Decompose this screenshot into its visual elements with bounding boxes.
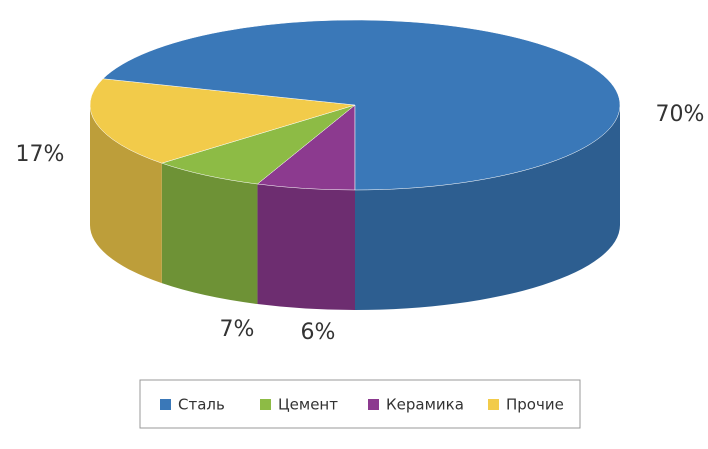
legend-label: Сталь bbox=[178, 396, 225, 414]
slice-side bbox=[355, 105, 620, 310]
slice-side bbox=[257, 184, 355, 310]
slice-top bbox=[89, 78, 356, 164]
legend-swatch bbox=[260, 399, 271, 410]
legend-label: Прочие bbox=[506, 396, 564, 414]
legend-swatch bbox=[160, 399, 171, 410]
legend-label: Цемент bbox=[278, 396, 338, 414]
data-label: 7% bbox=[220, 317, 255, 342]
data-label: 6% bbox=[301, 320, 336, 345]
legend-label: Керамика bbox=[386, 396, 464, 414]
legend-swatch bbox=[488, 399, 499, 410]
legend-swatch bbox=[368, 399, 379, 410]
slice-top bbox=[102, 19, 621, 191]
slice-top bbox=[161, 104, 356, 185]
slice-side bbox=[90, 105, 162, 284]
slice-side bbox=[161, 163, 258, 305]
data-label: 17% bbox=[16, 142, 65, 167]
data-label: 70% bbox=[656, 102, 705, 127]
legend-box bbox=[139, 379, 581, 429]
